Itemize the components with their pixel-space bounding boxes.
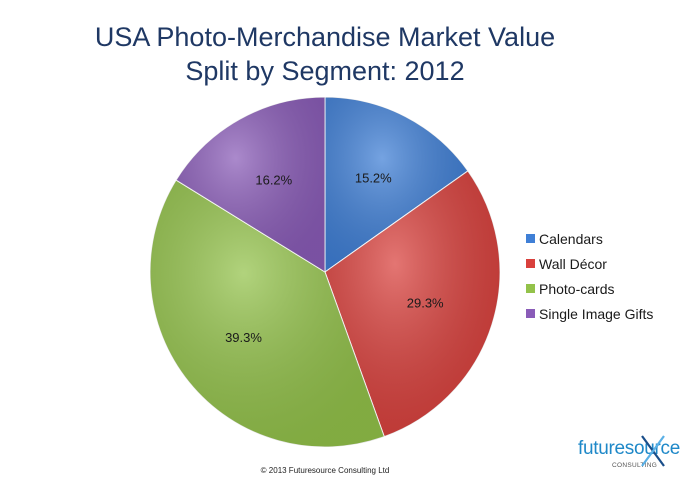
pie-slice-shading-calendars	[325, 97, 468, 272]
legend-label-calendars: Calendars	[539, 230, 603, 247]
legend-item-photo-cards: Photo-cards	[526, 276, 653, 301]
legend-label-photo-cards: Photo-cards	[539, 280, 615, 297]
legend-swatch-photo-cards	[526, 284, 535, 293]
chart-title-line-2: Split by Segment: 2012	[185, 56, 465, 86]
chart-title-line-1: USA Photo-Merchandise Market Value	[94, 22, 556, 52]
slice-label-calendars: 15.2%	[355, 171, 392, 186]
brand-subtitle: CONSULTING	[612, 462, 658, 469]
slice-label-photo-cards: 39.3%	[225, 330, 262, 345]
chart-legend: Calendars Wall Décor Photo-cards Single Ima…	[526, 226, 653, 326]
chart-title: USA Photo-Merchandise Market Value Split…	[60, 20, 590, 88]
legend-swatch-wall-d-cor	[526, 259, 535, 268]
pie-slice-shading-photo-cards	[150, 180, 385, 447]
legend-swatch-single-image-gifts	[526, 309, 535, 318]
pie-slice-shading-wall-d-cor	[325, 170, 501, 437]
slice-label-single-image-gifts: 16.2%	[255, 172, 292, 187]
legend-label-wall-d-cor: Wall Décor	[539, 255, 607, 272]
pie-slice-shading-single-image-gifts	[176, 97, 325, 272]
legend-label-single-image-gifts: Single Image Gifts	[539, 305, 654, 322]
futuresource-logo: futuresource CONSULTING	[578, 435, 688, 478]
slice-label-wall-d-cor: 29.3%	[407, 296, 444, 311]
legend-swatch-calendars	[526, 234, 535, 243]
legend-item-wall-d-cor: Wall Décor	[526, 251, 653, 276]
legend-item-calendars: Calendars	[526, 226, 653, 251]
legend-item-single-image-gifts: Single Image Gifts	[526, 301, 653, 326]
copyright-text: © 2013 Futuresource Consulting Ltd	[260, 466, 390, 475]
brand-mark-icon	[641, 435, 665, 467]
